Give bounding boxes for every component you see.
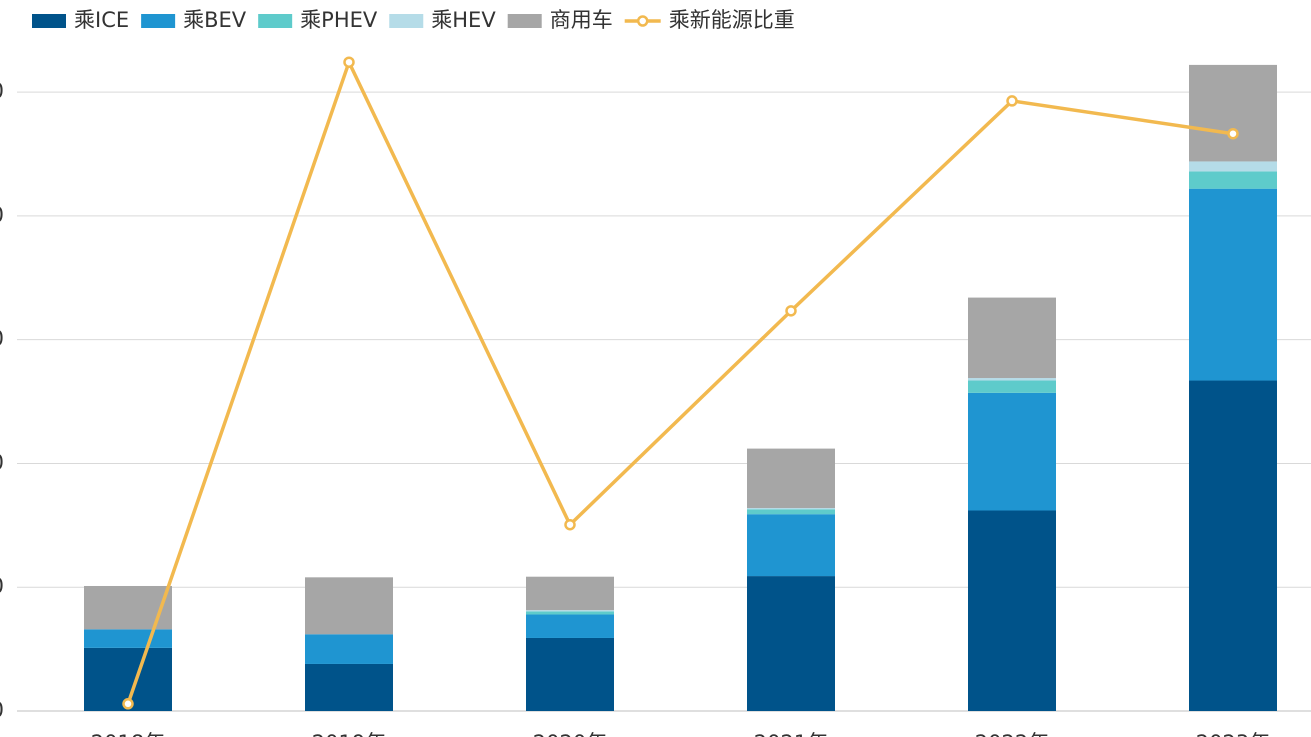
bar-segment [526, 614, 614, 638]
y-tick-label: 500 [0, 79, 4, 103]
x-tick-label: 2021年 [754, 731, 828, 737]
x-tick-label: 2019年 [312, 731, 386, 737]
bar-segment [747, 576, 835, 711]
bar-segment [526, 637, 614, 711]
bar-segment [968, 392, 1056, 511]
line-marker [122, 698, 134, 710]
legend-swatch [141, 14, 176, 28]
bar-segment [747, 508, 835, 510]
bar-segment [305, 577, 393, 635]
bar-segment [968, 378, 1056, 381]
legend-label: 乘新能源比重 [669, 8, 795, 32]
bar-segment [968, 380, 1056, 393]
y-tick-label: 400 [0, 203, 4, 227]
y-tick-label: 200 [0, 450, 4, 474]
line-marker [343, 56, 355, 68]
bar-segment [747, 448, 835, 509]
bar-segment [526, 611, 614, 615]
legend-swatch [389, 14, 424, 28]
bar-segment [305, 663, 393, 711]
x-tick-label: 2018年 [91, 731, 165, 737]
legend-swatch [32, 14, 66, 28]
legend-swatch [507, 14, 542, 28]
legend-label: 乘HEV [431, 8, 496, 32]
x-tick-label: 2020年 [533, 731, 607, 737]
bar-segment [1189, 380, 1277, 711]
bar-segment [526, 576, 614, 611]
bar-segment [1189, 64, 1277, 162]
bar-segment [968, 297, 1056, 379]
line-marker [1006, 95, 1018, 107]
y-tick-label: 300 [0, 327, 4, 351]
y-tick-label: 0 [0, 698, 4, 722]
bar-segment [84, 629, 172, 648]
line-marker [785, 305, 797, 317]
legend-label: 乘PHEV [300, 8, 378, 32]
legend-swatch [258, 14, 293, 28]
line-marker [564, 518, 576, 531]
line [126, 57, 1234, 705]
legend-swatch [636, 15, 649, 27]
bar-segment [747, 514, 835, 577]
legend-label: 商用车 [550, 8, 613, 32]
x-tick-label: 2023年 [1196, 731, 1270, 737]
legend-label: 乘BEV [183, 8, 247, 32]
bar-segment [305, 634, 393, 664]
bar-segment [968, 510, 1056, 711]
bar-segment [1189, 188, 1277, 381]
bar-segment [526, 610, 614, 612]
x-tick-label: 2022年 [975, 731, 1049, 737]
bar-segment [1189, 161, 1277, 172]
legend-label: 乘ICE [74, 8, 129, 32]
y-tick-label: 100 [0, 574, 4, 598]
bar-segment [747, 509, 835, 515]
bar-segment [1189, 171, 1277, 189]
bar-segment [84, 585, 172, 630]
line-marker [1227, 127, 1239, 140]
